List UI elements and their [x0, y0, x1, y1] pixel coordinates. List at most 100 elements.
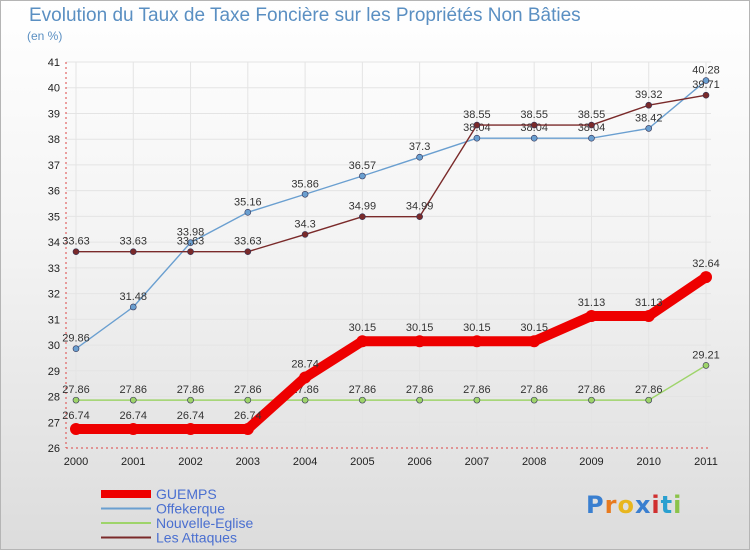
data-label: 27.86	[349, 384, 377, 396]
data-point	[299, 371, 312, 384]
data-point	[127, 422, 140, 435]
data-point	[530, 121, 538, 129]
data-label: 27.86	[234, 384, 262, 396]
series-line	[75, 79, 707, 350]
data-label: 34.3	[294, 218, 315, 230]
series-line	[75, 94, 707, 253]
data-label: 38.42	[635, 112, 663, 124]
data-point	[473, 134, 481, 142]
data-point	[72, 248, 80, 255]
series-line	[71, 272, 711, 434]
data-label: 30.15	[349, 322, 377, 334]
data-point	[187, 248, 194, 255]
y-tick-label: 35	[48, 211, 60, 223]
data-point	[585, 309, 598, 322]
data-label: 38.55	[520, 109, 548, 121]
x-tick-label: 2010	[636, 456, 660, 468]
data-label: 27.86	[120, 384, 148, 396]
y-tick-label: 41	[48, 57, 60, 69]
data-label: 33.63	[234, 236, 262, 248]
data-point	[72, 345, 80, 352]
data-label: 31.13	[578, 297, 606, 309]
data-point	[702, 91, 710, 99]
data-label: 32.64	[692, 258, 720, 270]
legend-label: Nouvelle-Eglise	[156, 515, 253, 531]
data-point	[588, 121, 595, 129]
data-point	[129, 396, 137, 404]
data-label: 38.55	[578, 109, 606, 121]
data-label: 38.55	[463, 109, 491, 121]
logo-letter: t	[660, 491, 674, 519]
legend-label: Les Attaques	[156, 530, 237, 546]
data-point	[645, 101, 653, 109]
y-tick-label: 26	[48, 443, 60, 455]
data-label: 35.86	[291, 178, 319, 190]
logo-letter: i	[673, 491, 683, 519]
y-tick-label: 27	[48, 417, 60, 429]
data-label: 39.32	[635, 89, 663, 101]
proxiti-logo: Proxiti	[586, 491, 682, 519]
data-label: 30.15	[406, 322, 434, 334]
legend-label: GUEMPS	[156, 486, 217, 502]
data-label: 34.99	[349, 201, 377, 213]
data-point	[645, 396, 653, 404]
data-point	[702, 362, 710, 369]
series-nouvelle-eglise: 27.86 27.86 27.86 27.86 27.86 27.86 27.86 27.86…	[62, 349, 720, 404]
y-tick-label: 36	[48, 186, 60, 198]
y-tick-label: 37	[48, 160, 60, 172]
data-point	[700, 271, 712, 284]
x-tick-label: 2006	[407, 456, 431, 468]
data-point	[702, 77, 710, 84]
data-label: 37.3	[409, 141, 430, 153]
data-label: 26.74	[62, 410, 90, 422]
data-label: 27.86	[578, 384, 606, 396]
series-offekerque: 29.8631.4833.9835.1635.8636.5737.338.043…	[62, 65, 720, 352]
data-label: 27.86	[62, 384, 90, 396]
data-label: 31.48	[120, 291, 148, 303]
data-label: 27.86	[463, 384, 491, 396]
data-label: 33.63	[120, 236, 148, 248]
y-tick-label: 30	[48, 340, 60, 352]
y-tick-label: 40	[48, 83, 60, 95]
data-point	[241, 422, 254, 435]
data-point	[244, 396, 252, 404]
data-label: 26.74	[120, 410, 148, 422]
chart-title: Evolution du Taux de Taxe Foncière sur l…	[29, 5, 581, 26]
data-label: 29.86	[62, 333, 90, 345]
y-tick-label: 38	[48, 134, 60, 146]
x-tick-label: 2011	[694, 456, 718, 468]
data-point	[184, 422, 197, 435]
y-tick-label: 34	[48, 237, 60, 249]
data-point	[642, 309, 655, 322]
series-line	[75, 364, 707, 401]
data-label: 34.99	[406, 201, 434, 213]
logo-letter: x	[634, 491, 652, 519]
data-point	[72, 396, 80, 404]
data-label: 35.16	[234, 196, 262, 208]
logo-letter: r	[604, 491, 618, 519]
data-point	[416, 396, 423, 404]
data-point	[244, 208, 252, 216]
data-point	[528, 335, 541, 348]
series-les-attaques: 33.63 33.63 33.63 33.63 34.3 34.99 34.99 38.55 3…	[62, 79, 720, 255]
x-tick-label: 2007	[465, 456, 489, 468]
data-point	[301, 231, 309, 238]
data-label: 27.86	[406, 384, 434, 396]
y-tick-label: 33	[48, 263, 60, 275]
data-point	[588, 134, 595, 142]
data-point	[473, 121, 481, 129]
data-point	[416, 153, 423, 161]
data-point	[187, 239, 194, 246]
data-point	[356, 335, 369, 348]
data-label: 33.98	[177, 227, 205, 239]
data-point	[129, 303, 137, 311]
x-tick-label: 2003	[236, 456, 260, 468]
data-label: 39.71	[692, 79, 720, 91]
data-label: 27.86	[520, 384, 548, 396]
data-point	[530, 396, 538, 404]
data-label: 33.63	[62, 236, 90, 248]
data-point	[473, 396, 481, 404]
data-label: 33.63	[177, 236, 205, 248]
data-point	[129, 248, 137, 255]
